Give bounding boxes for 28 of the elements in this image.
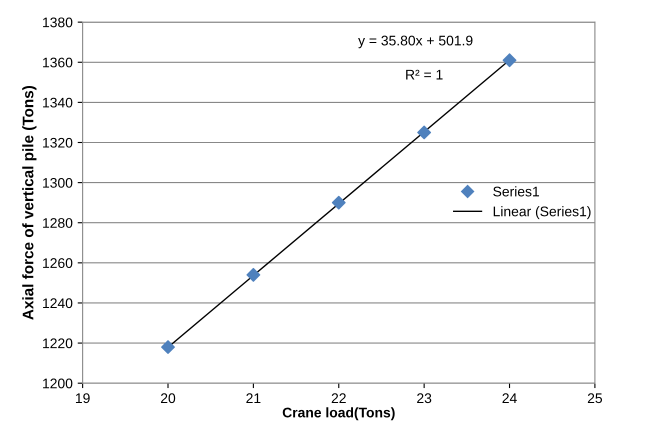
y-tick-label: 1360 [43, 58, 72, 68]
x-tick-label: 21 [246, 393, 260, 403]
x-tick-label: 23 [417, 393, 432, 404]
y-tick-label: 1280 [43, 218, 72, 228]
point [502, 53, 516, 68]
annotation: y = 35.80x + 501.9 [358, 36, 472, 48]
x-tick-label: 20 [160, 393, 176, 404]
y-tick-label: 1260 [43, 258, 72, 268]
y-tick-label: 1380 [43, 17, 72, 28]
y-tick-label: 1200 [43, 378, 72, 388]
legend-label: Series1 [493, 186, 540, 196]
y-tick-label: 1300 [43, 178, 72, 188]
x-tick-label: 22 [332, 393, 346, 403]
y-tick-label: 1240 [43, 298, 72, 308]
x-axis-title: Crane load(Tons) [282, 407, 395, 420]
x-tick-label: 25 [588, 393, 602, 404]
point [161, 340, 175, 354]
annotation: R² = 1 [406, 70, 443, 80]
y-tick-label: 1320 [43, 138, 72, 148]
y-tick-label: 1340 [43, 98, 72, 108]
x-tick-label: 19 [76, 393, 90, 404]
point [417, 126, 432, 140]
y-tick-label: 1220 [43, 338, 72, 348]
y-axis-title: Axial force of vertical pile (Tons) [22, 86, 36, 320]
x-tick-label: 24 [502, 393, 517, 403]
point [246, 268, 260, 282]
legend-label: Linear (Series1) [494, 206, 591, 220]
point [332, 196, 346, 210]
